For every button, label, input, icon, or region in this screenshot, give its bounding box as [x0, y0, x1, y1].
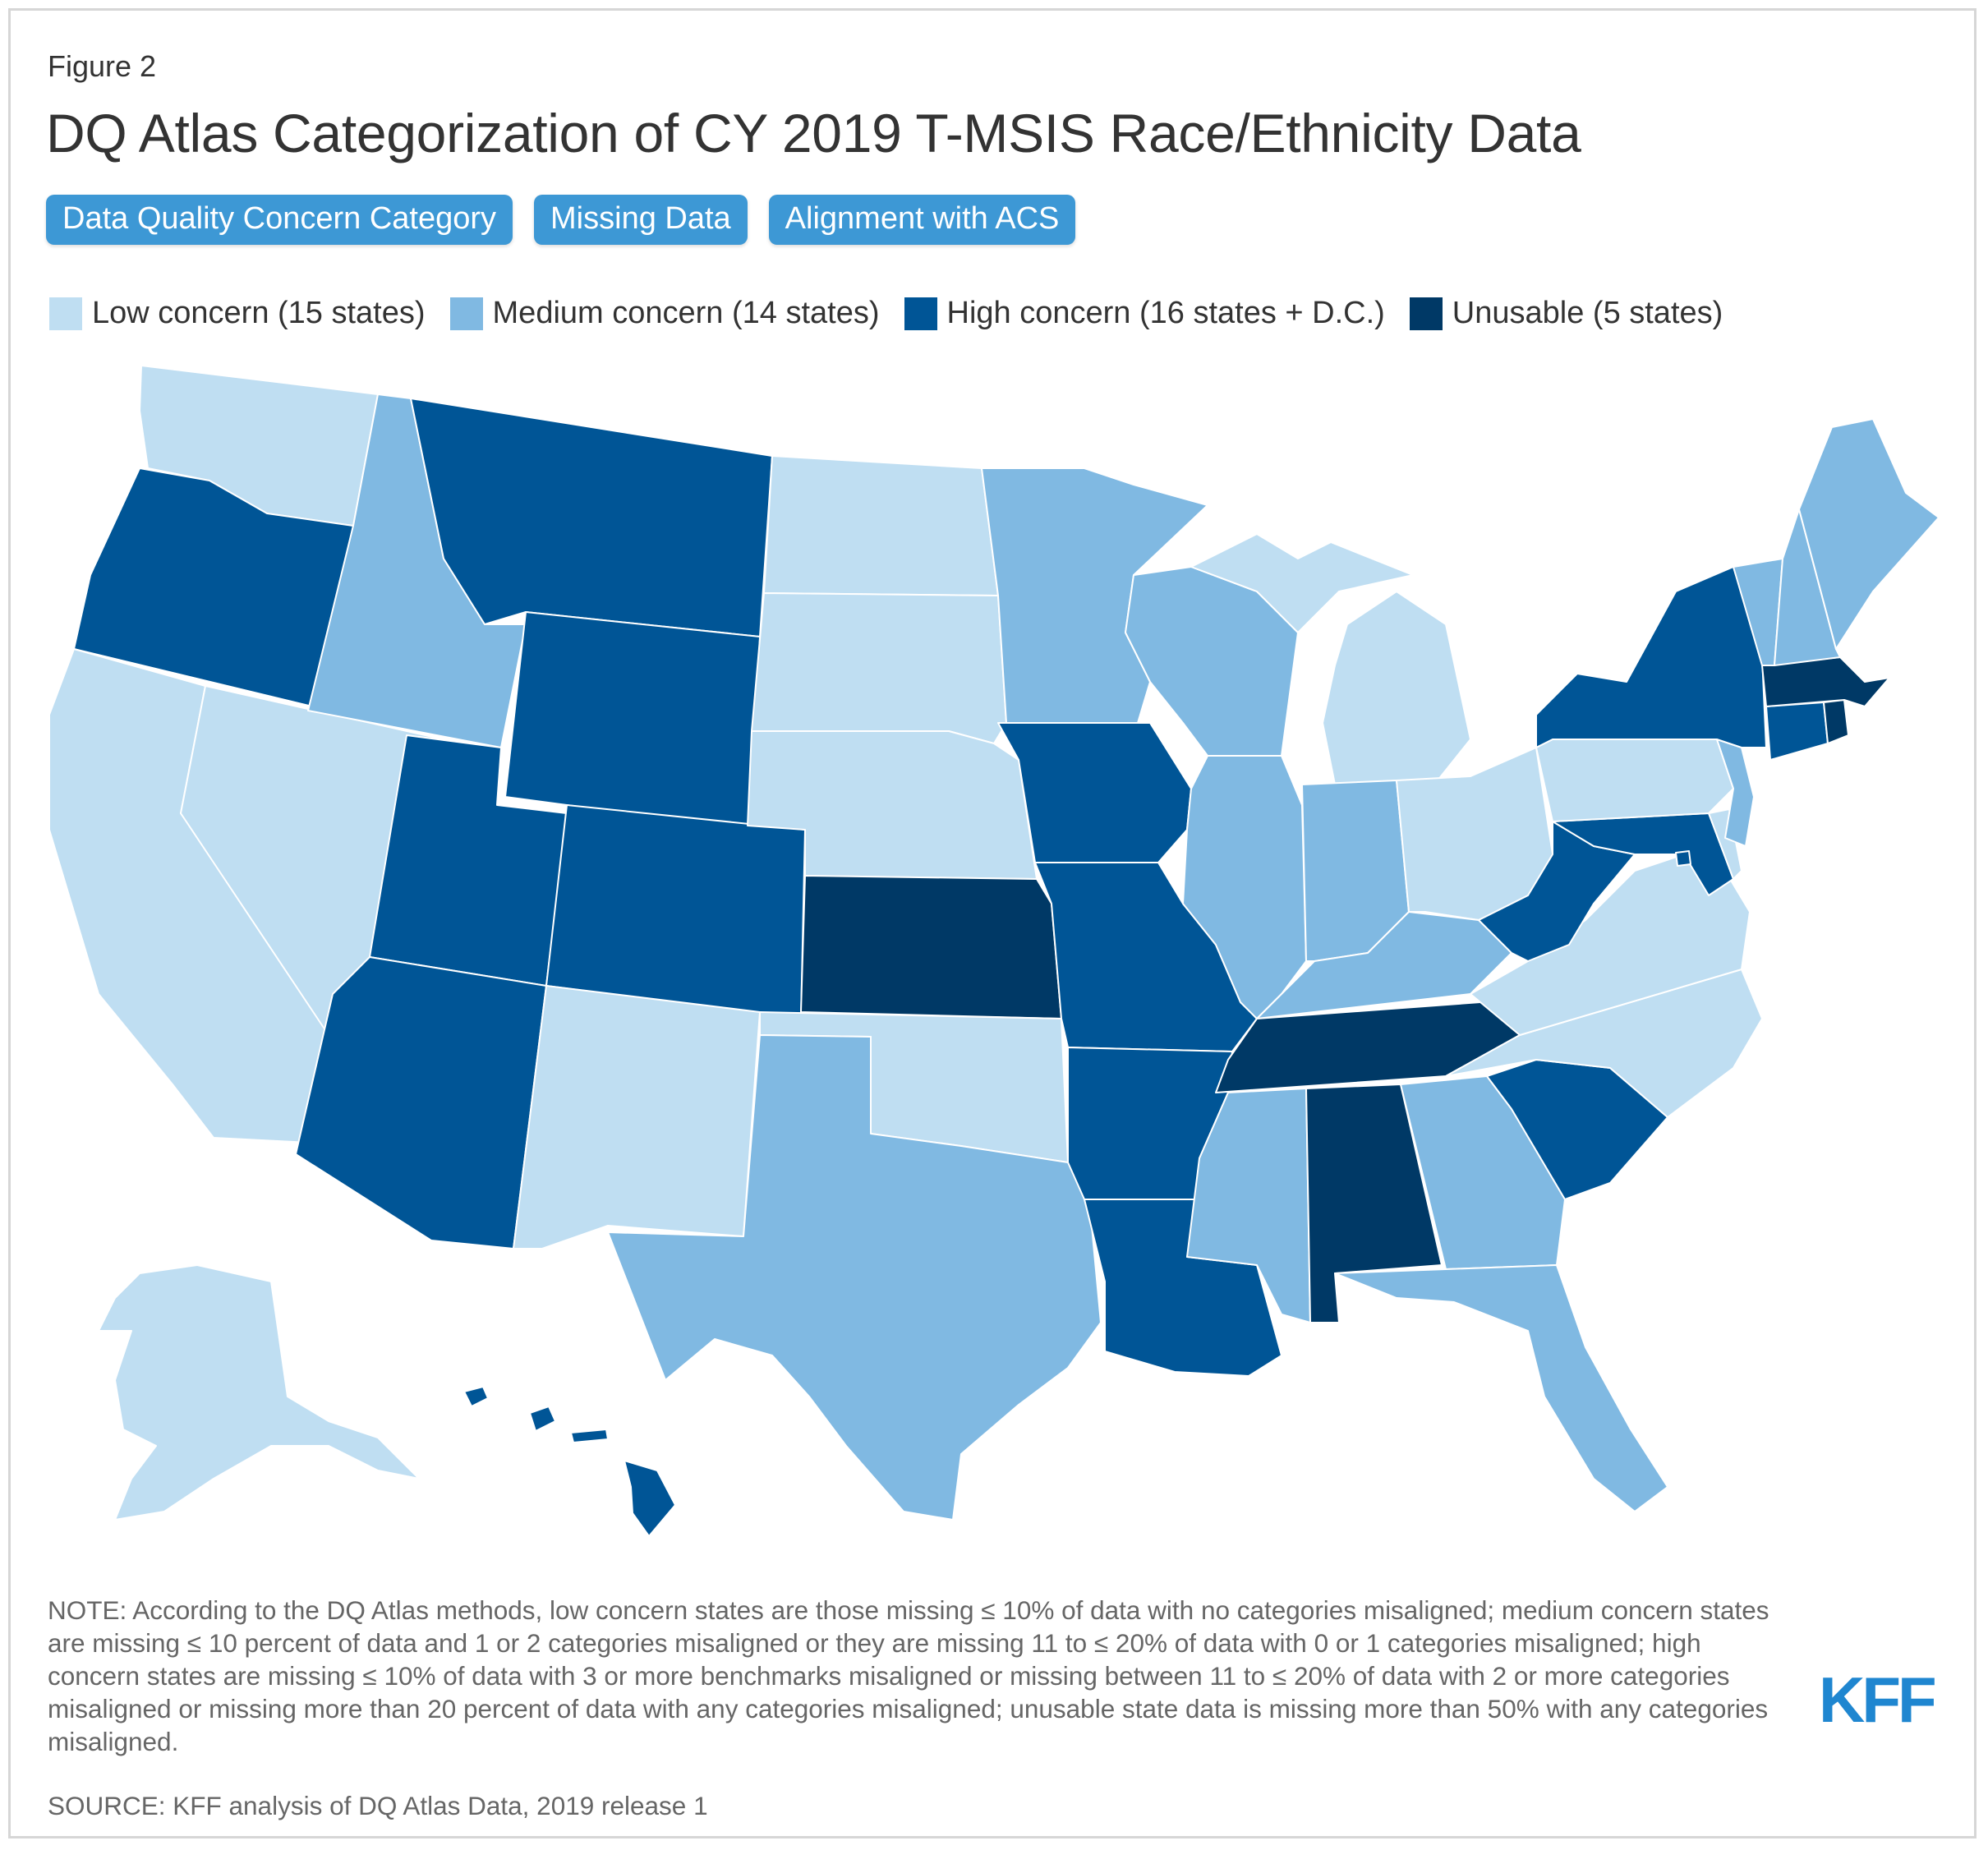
source-note: SOURCE: KFF analysis of DQ Atlas Data, 2…: [48, 1791, 708, 1820]
state-nm[interactable]: [513, 985, 761, 1249]
tab-alignment-with-acs[interactable]: Alignment with ACS: [768, 195, 1076, 245]
state-ia[interactable]: [997, 722, 1192, 863]
state-il[interactable]: [1182, 755, 1307, 1019]
state-ct[interactable]: [1765, 702, 1829, 761]
state-ma[interactable]: [1761, 656, 1890, 707]
legend-swatch-high: [904, 297, 937, 330]
legend-swatch-medium: [449, 297, 483, 330]
legend-label-low: Low concern (15 states): [92, 296, 426, 330]
state-ks[interactable]: [800, 875, 1062, 1019]
state-nh[interactable]: [1774, 509, 1841, 666]
state-hi-maui[interactable]: [529, 1406, 556, 1432]
state-az[interactable]: [295, 956, 547, 1249]
legend-label-high: High concern (16 states + D.C.): [946, 296, 1385, 330]
legend-item-medium: Medium concern (14 states): [449, 296, 880, 331]
page-title: DQ Atlas Categorization of CY 2019 T-MSI…: [46, 103, 1581, 163]
state-co[interactable]: [545, 804, 806, 1019]
legend-swatch-low: [49, 297, 82, 330]
state-hi-molokai[interactable]: [570, 1429, 609, 1443]
legend-item-high: High concern (16 states + D.C.): [904, 296, 1385, 331]
state-ri[interactable]: [1823, 699, 1849, 744]
kff-logo: KFF: [1819, 1664, 1937, 1736]
legend: Low concern (15 states) Medium concern (…: [49, 296, 1747, 331]
legend-swatch-unusable: [1409, 297, 1443, 330]
state-tx[interactable]: [607, 1034, 1102, 1521]
legend-label-unusable: Unusable (5 states): [1452, 296, 1723, 330]
footnote: NOTE: According to the DQ Atlas methods,…: [48, 1595, 1769, 1756]
state-mi-lower[interactable]: [1322, 591, 1471, 785]
figure-label: Figure 2: [48, 49, 157, 83]
state-ny[interactable]: [1535, 566, 1767, 748]
state-sd[interactable]: [751, 592, 1007, 744]
state-nc[interactable]: [1445, 969, 1763, 1118]
state-ak[interactable]: [98, 1264, 420, 1521]
us-states-map: [48, 365, 1940, 1537]
state-mi-upper[interactable]: [1190, 533, 1414, 633]
state-hi-big-island[interactable]: [624, 1460, 676, 1537]
tab-missing-data[interactable]: Missing Data: [534, 195, 748, 245]
state-pa[interactable]: [1535, 739, 1734, 822]
state-fl[interactable]: [1334, 1264, 1668, 1512]
state-me[interactable]: [1798, 418, 1940, 650]
legend-label-medium: Medium concern (14 states): [492, 296, 880, 330]
tab-data-quality-concern-category[interactable]: Data Quality Concern Category: [46, 195, 513, 245]
state-wy[interactable]: [504, 611, 761, 831]
figure-frame: [8, 8, 1976, 1838]
legend-item-low: Low concern (15 states): [49, 296, 426, 331]
state-dc[interactable]: [1675, 850, 1691, 867]
legend-item-unusable: Unusable (5 states): [1409, 296, 1723, 331]
state-hi-oahu[interactable]: [463, 1386, 489, 1407]
view-tabs: Data Quality Concern Category Missing Da…: [46, 195, 1076, 245]
state-nd[interactable]: [763, 455, 999, 596]
state-de[interactable]: [1708, 808, 1742, 880]
